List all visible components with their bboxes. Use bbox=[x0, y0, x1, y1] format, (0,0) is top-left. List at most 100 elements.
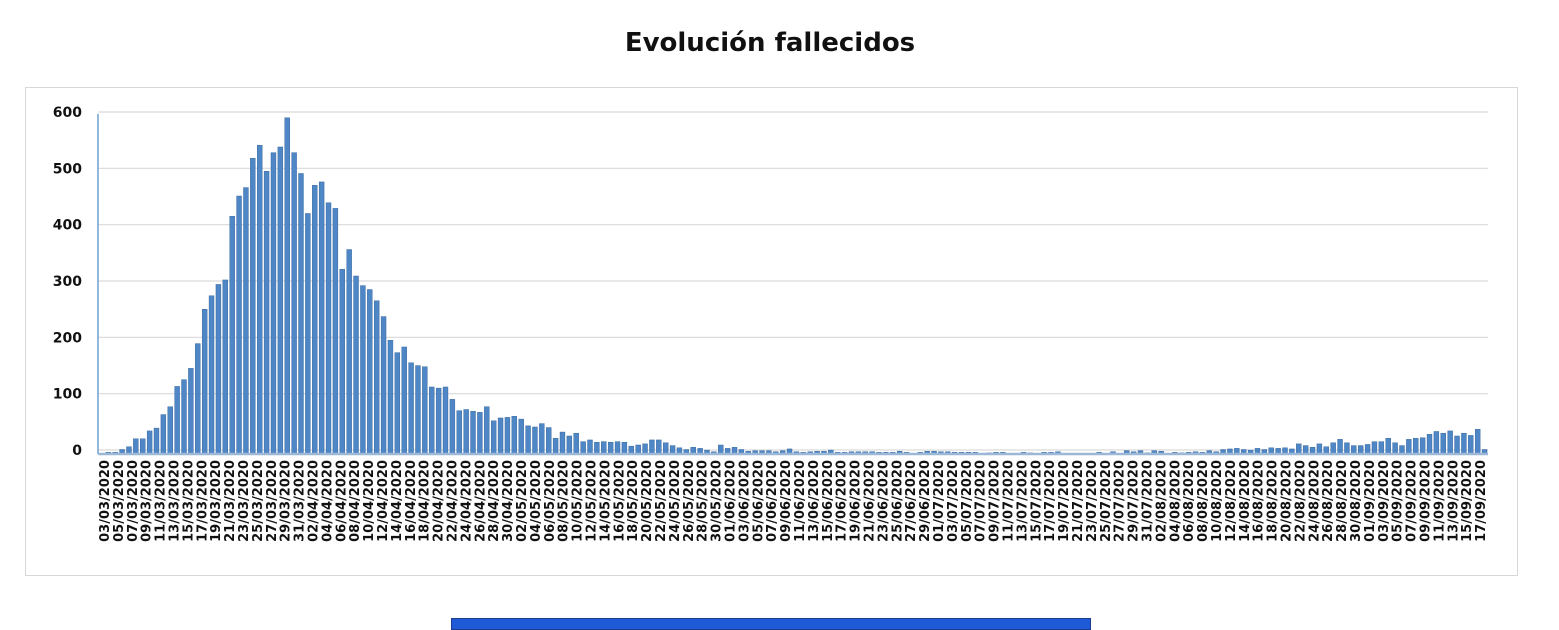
bar-64 bbox=[539, 424, 544, 454]
x-tick-label-12: 27/03/2020 bbox=[265, 460, 280, 542]
x-tick-label-99: 17/09/2020 bbox=[1474, 460, 1489, 542]
bar-51 bbox=[450, 399, 455, 454]
bar-7 bbox=[147, 431, 152, 454]
bar-71 bbox=[588, 440, 593, 454]
x-tick-label-47: 05/06/2020 bbox=[751, 460, 766, 542]
x-tick-label-29: 30/04/2020 bbox=[501, 460, 516, 542]
bar-38 bbox=[360, 286, 365, 454]
bar-6 bbox=[140, 439, 145, 454]
x-tick-label-51: 13/06/2020 bbox=[807, 460, 822, 542]
x-tick-label-16: 04/04/2020 bbox=[320, 460, 335, 542]
bar-182 bbox=[1351, 446, 1356, 454]
x-tick-label-39: 20/05/2020 bbox=[640, 460, 655, 542]
x-tick-label-34: 10/05/2020 bbox=[571, 460, 586, 542]
bar-195 bbox=[1441, 433, 1446, 454]
bar-9 bbox=[161, 415, 166, 454]
x-tick-label-73: 27/07/2020 bbox=[1113, 460, 1128, 542]
x-tick-label-36: 14/05/2020 bbox=[598, 460, 613, 542]
y-tick-label-2: 200 bbox=[53, 330, 82, 346]
y-tick-label-6: 600 bbox=[53, 105, 82, 121]
bar-44 bbox=[402, 347, 407, 454]
bar-30 bbox=[305, 213, 310, 454]
x-tick-label-88: 26/08/2020 bbox=[1321, 460, 1336, 542]
bar-76 bbox=[622, 442, 627, 454]
bar-60 bbox=[512, 416, 517, 454]
bar-61 bbox=[519, 419, 524, 454]
x-tick-label-8: 19/03/2020 bbox=[209, 460, 224, 542]
bar-177 bbox=[1317, 444, 1322, 454]
x-tick-label-52: 15/06/2020 bbox=[821, 460, 836, 542]
bar-53 bbox=[464, 409, 469, 454]
x-tick-label-85: 20/08/2020 bbox=[1279, 460, 1294, 542]
x-tick-label-4: 11/03/2020 bbox=[154, 460, 169, 542]
bar-22 bbox=[250, 158, 255, 454]
x-tick-label-33: 08/05/2020 bbox=[557, 460, 572, 542]
bar-181 bbox=[1344, 443, 1349, 454]
bar-24 bbox=[264, 171, 269, 454]
x-tick-label-84: 18/08/2020 bbox=[1266, 460, 1281, 542]
bar-52 bbox=[457, 411, 462, 454]
x-tick-label-72: 25/07/2020 bbox=[1099, 460, 1114, 542]
bar-49 bbox=[436, 388, 441, 454]
bar-11 bbox=[175, 386, 180, 454]
y-tick-label-0: 0 bbox=[72, 443, 82, 459]
x-tick-label-93: 05/09/2020 bbox=[1391, 460, 1406, 542]
x-tick-label-86: 22/08/2020 bbox=[1293, 460, 1308, 542]
bar-39 bbox=[367, 290, 372, 454]
x-tick-label-25: 22/04/2020 bbox=[445, 460, 460, 542]
x-tick-label-83: 16/08/2020 bbox=[1252, 460, 1267, 542]
x-tick-label-24: 20/04/2020 bbox=[432, 460, 447, 542]
x-tick-label-67: 15/07/2020 bbox=[1029, 460, 1044, 542]
x-tick-label-38: 18/05/2020 bbox=[626, 460, 641, 542]
bar-65 bbox=[546, 428, 551, 454]
bar-190 bbox=[1406, 439, 1411, 454]
bar-82 bbox=[663, 443, 668, 454]
x-tick-label-14: 31/03/2020 bbox=[293, 460, 308, 542]
x-tick-label-7: 17/03/2020 bbox=[195, 460, 210, 542]
bar-15 bbox=[202, 309, 207, 454]
bar-185 bbox=[1372, 442, 1377, 454]
bar-41 bbox=[381, 317, 386, 454]
x-tick-label-18: 08/04/2020 bbox=[348, 460, 363, 542]
x-tick-label-46: 03/06/2020 bbox=[737, 460, 752, 542]
bar-63 bbox=[532, 427, 537, 454]
x-tick-label-55: 21/06/2020 bbox=[862, 460, 877, 542]
x-tick-label-91: 01/09/2020 bbox=[1363, 460, 1378, 542]
bar-186 bbox=[1379, 442, 1384, 454]
x-tick-label-66: 13/07/2020 bbox=[1015, 460, 1030, 542]
bar-83 bbox=[670, 446, 675, 454]
y-tick-label-3: 300 bbox=[53, 274, 82, 290]
bar-191 bbox=[1413, 438, 1418, 454]
x-tick-label-56: 23/06/2020 bbox=[876, 460, 891, 542]
bar-194 bbox=[1434, 431, 1439, 454]
bar-36 bbox=[347, 250, 352, 454]
bar-25 bbox=[271, 153, 276, 454]
bar-13 bbox=[188, 368, 193, 454]
x-tick-label-5: 13/03/2020 bbox=[167, 460, 182, 542]
x-tick-label-9: 21/03/2020 bbox=[223, 460, 238, 542]
bar-46 bbox=[415, 366, 420, 454]
x-tick-label-81: 12/08/2020 bbox=[1224, 460, 1239, 542]
bar-193 bbox=[1427, 434, 1432, 454]
bar-29 bbox=[299, 173, 304, 454]
bar-67 bbox=[560, 432, 565, 454]
x-tick-label-80: 10/08/2020 bbox=[1210, 460, 1225, 542]
x-tick-label-19: 10/04/2020 bbox=[362, 460, 377, 542]
x-tick-label-75: 31/07/2020 bbox=[1140, 460, 1155, 542]
bar-80 bbox=[649, 440, 654, 454]
x-tick-label-95: 09/09/2020 bbox=[1418, 460, 1433, 542]
bar-12 bbox=[182, 380, 187, 454]
bar-59 bbox=[505, 417, 510, 454]
x-tick-label-3: 09/03/2020 bbox=[140, 460, 155, 542]
x-tick-label-10: 23/03/2020 bbox=[237, 460, 252, 542]
x-tick-label-92: 03/09/2020 bbox=[1377, 460, 1392, 542]
bar-78 bbox=[636, 445, 641, 454]
bar-69 bbox=[574, 433, 579, 454]
x-tick-label-77: 04/08/2020 bbox=[1168, 460, 1183, 542]
x-tick-label-59: 29/06/2020 bbox=[918, 460, 933, 542]
x-tick-label-63: 07/07/2020 bbox=[974, 460, 989, 542]
x-tick-label-61: 03/07/2020 bbox=[946, 460, 961, 542]
bar-73 bbox=[601, 442, 606, 454]
bar-42 bbox=[388, 340, 393, 454]
bar-47 bbox=[422, 367, 427, 454]
